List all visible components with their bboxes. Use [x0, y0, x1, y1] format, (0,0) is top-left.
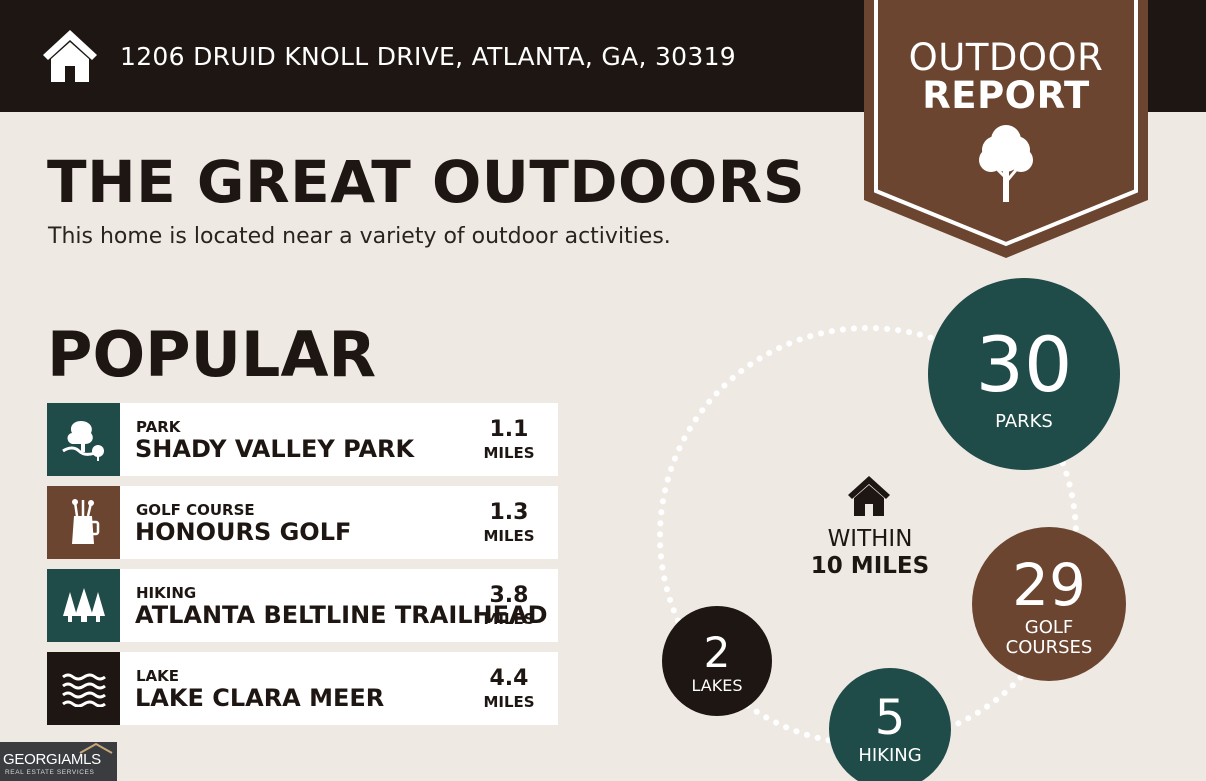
item-distance: 3.8: [489, 583, 529, 608]
item-name: SHADY VALLEY PARK: [135, 435, 415, 463]
item-distance-unit: MILES: [483, 610, 535, 628]
list-item: LAKE LAKE CLARA MEER 4.4 MILES: [47, 652, 558, 725]
popular-heading: POPULAR: [47, 318, 377, 391]
stat-golf-courses: 29 GOLF COURSES: [972, 527, 1126, 681]
stat-label: PARKS: [995, 411, 1053, 432]
item-distance-unit: MILES: [483, 693, 535, 711]
badge-title-line1: OUTDOOR: [908, 36, 1104, 79]
property-address: 1206 DRUID KNOLL DRIVE, ATLANTA, GA, 303…: [120, 42, 736, 71]
house-icon: [43, 30, 97, 82]
roof-icon: [79, 742, 113, 754]
item-distance: 1.1: [489, 417, 529, 442]
stat-parks: 30 PARKS: [928, 278, 1120, 470]
item-category: GOLF COURSE: [136, 501, 255, 519]
item-name: LAKE CLARA MEER: [135, 684, 385, 712]
item-distance: 1.3: [489, 500, 529, 525]
stat-count: 30: [975, 320, 1073, 409]
stat-label: LAKES: [691, 676, 743, 695]
house-icon: [848, 476, 890, 516]
page-title: THE GREAT OUTDOORS: [47, 148, 806, 216]
pine-trees-icon: [47, 569, 120, 642]
item-distance: 4.4: [489, 666, 529, 691]
within-radius: 10 MILES: [810, 553, 930, 579]
item-category: LAKE: [136, 667, 180, 685]
item-distance-unit: MILES: [483, 444, 535, 462]
stat-lakes: 2 LAKES: [662, 606, 772, 716]
georgia-mls-logo: GEORGIAMLS REAL ESTATE SERVICES: [0, 742, 117, 781]
badge-title-line2: REPORT: [922, 74, 1090, 117]
tree-icon: [979, 125, 1033, 202]
outdoor-report-badge: [864, 0, 1148, 258]
list-item: PARK SHADY VALLEY PARK 1.1 MILES: [47, 403, 558, 476]
stat-count: 2: [703, 628, 731, 677]
item-name: HONOURS GOLF: [135, 518, 352, 546]
stat-count: 5: [874, 690, 906, 746]
stat-label-line1: GOLF: [1024, 617, 1074, 638]
within-label: WITHIN: [827, 526, 913, 552]
park-icon: [47, 403, 120, 476]
list-item: GOLF COURSE HONOURS GOLF 1.3 MILES: [47, 486, 558, 559]
golf-bag-icon: [47, 486, 120, 559]
item-category: PARK: [136, 418, 181, 436]
stat-count: 29: [1012, 551, 1086, 619]
page-subtitle: This home is located near a variety of o…: [48, 224, 671, 249]
logo-wordmark: GEORGIAMLS: [3, 751, 101, 768]
logo-tagline: REAL ESTATE SERVICES: [5, 769, 95, 776]
item-distance-unit: MILES: [483, 527, 535, 545]
item-category: HIKING: [136, 584, 197, 602]
list-item: HIKING ATLANTA BELTLINE TRAILHEAD 3.8 MI…: [47, 569, 558, 642]
item-name: ATLANTA BELTLINE TRAILHEAD: [135, 601, 548, 629]
stat-label-line2: COURSES: [1005, 637, 1093, 658]
stat-label: HIKING: [858, 745, 922, 766]
stat-hiking: 5 HIKING: [829, 668, 951, 781]
waves-icon: [47, 652, 120, 725]
